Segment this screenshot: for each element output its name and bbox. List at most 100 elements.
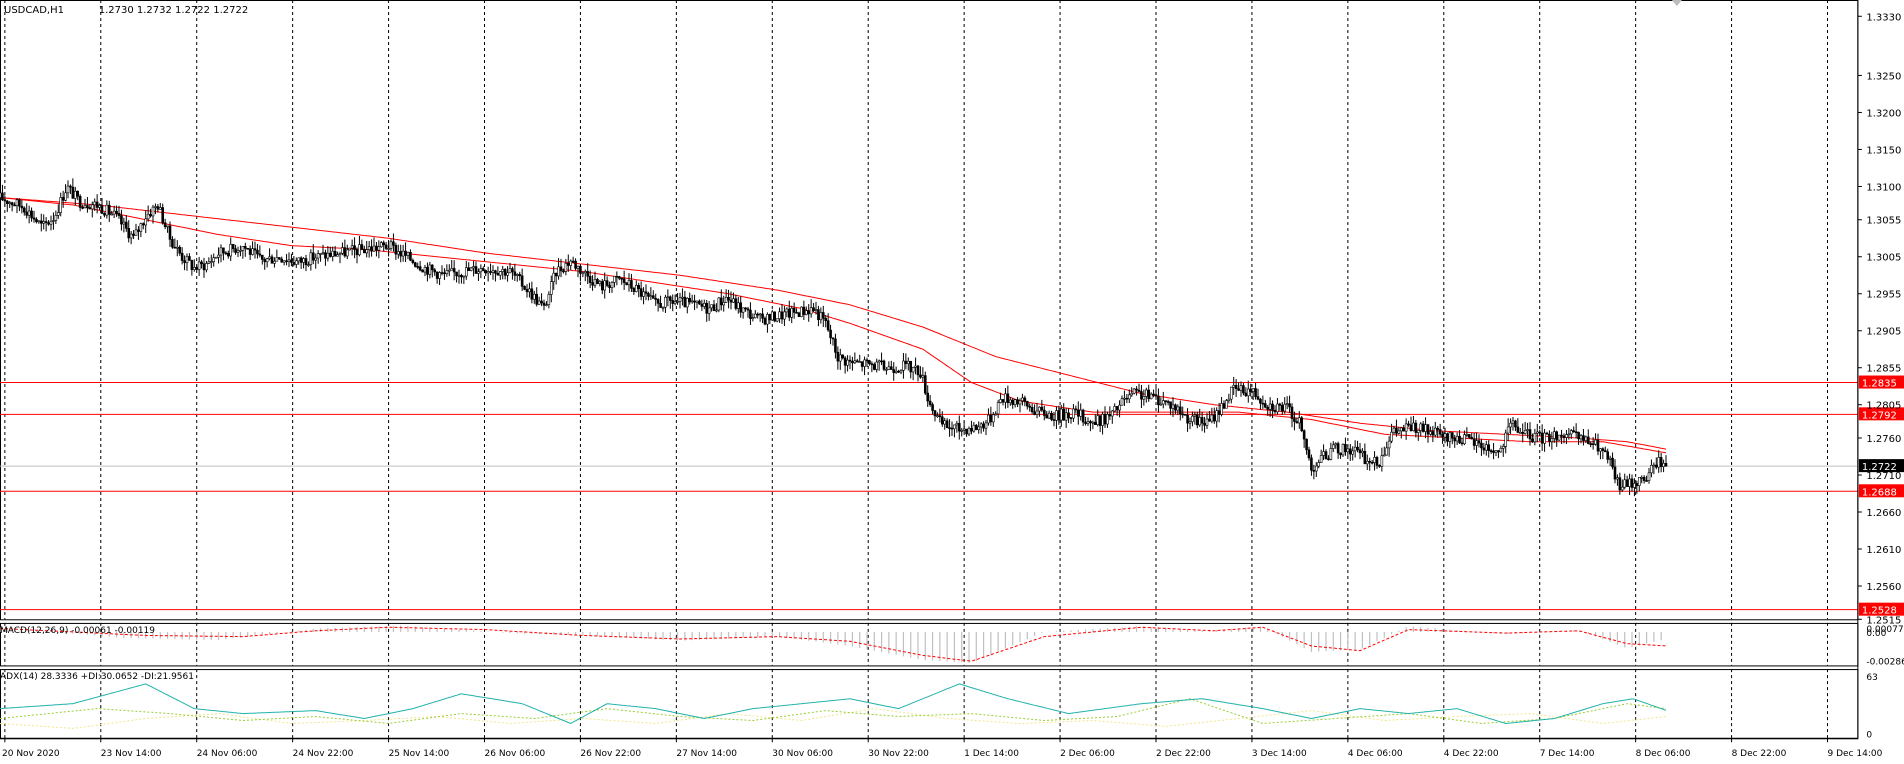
candle-body [457, 274, 461, 277]
candle-body [666, 296, 670, 299]
candle-body [256, 249, 259, 255]
candle-body [1239, 385, 1243, 391]
candle-body [1064, 412, 1068, 421]
candle-body [1458, 435, 1461, 444]
candle-body [540, 300, 543, 304]
candle-body [518, 274, 522, 277]
candle-body [1055, 410, 1058, 421]
candle-body [3, 199, 7, 202]
candle-body [464, 267, 468, 277]
candle-body [1181, 413, 1185, 416]
adx-pane[interactable]: 63 0 ADX(14) 28.3336 +DI:30.0652 -DI:21.9… [0, 669, 1878, 740]
candle-body [326, 252, 330, 259]
candle-body [1266, 406, 1270, 410]
candle-body [460, 274, 463, 278]
candle-body [690, 300, 694, 303]
candle-body [1633, 483, 1636, 488]
candle-body [1089, 421, 1092, 423]
chart-shift-marker[interactable] [1671, 0, 1682, 6]
candle-body [637, 285, 641, 289]
candle-body [1103, 413, 1107, 425]
candle-body [1166, 401, 1170, 403]
candle-body [338, 253, 342, 255]
candle-body [566, 263, 570, 266]
candle-body [1212, 414, 1216, 422]
candle-body [1579, 435, 1583, 440]
time-label: 2 Dec 22:00 [1156, 749, 1211, 759]
candle-body [209, 261, 213, 263]
candle-body [1290, 406, 1294, 419]
candle-body [234, 248, 237, 253]
candle-body [1339, 452, 1342, 456]
candle-body [175, 246, 179, 249]
candle-body [173, 246, 177, 249]
time-axis[interactable]: 20 Nov 2020 23 Nov 14:00 24 Nov 06:00 24 No… [0, 737, 1904, 759]
candle-body [625, 282, 628, 286]
candle-body [1511, 420, 1515, 424]
candle-body [940, 416, 944, 425]
chart-symbol: USDCAD,H1 [4, 5, 64, 16]
candle-body [909, 360, 913, 373]
candle-body [1465, 434, 1469, 436]
candle-body [122, 221, 126, 225]
candle-body [151, 206, 155, 217]
candle-body [350, 245, 354, 249]
candle-body [1152, 393, 1155, 396]
candle-body [826, 320, 830, 331]
candle-body [280, 258, 284, 263]
candle-body [409, 251, 412, 261]
candle-body [134, 229, 138, 236]
candle-body [880, 360, 883, 363]
candle-body [785, 308, 789, 313]
candle-body [362, 249, 366, 254]
candle-body [1050, 412, 1053, 420]
candle-body [86, 205, 89, 208]
candle-body [853, 360, 857, 364]
adx-grid [4, 669, 1828, 739]
candle-body [610, 281, 614, 288]
candle-body [32, 217, 36, 220]
time-label: 30 Nov 22:00 [868, 749, 929, 759]
horizontal-levels[interactable]: 1.2835 1.2792 1.2688 1.2528 1.2722 [0, 375, 1904, 617]
candle-body [615, 276, 619, 278]
candle-body [1305, 438, 1308, 451]
candle-body [78, 195, 82, 208]
candle-body [1188, 421, 1192, 424]
candle-body [1081, 409, 1085, 423]
candle-body [707, 307, 711, 314]
candle-body [15, 199, 19, 206]
candle-body [1436, 427, 1440, 430]
candle-body [149, 213, 152, 217]
candle-body [814, 309, 818, 311]
candle-body [360, 244, 364, 250]
candle-body [931, 404, 934, 411]
candle-body [996, 402, 1000, 415]
price-axis[interactable]: 1.3330 1.3250 1.3200 1.3150 1.3100 1.3055 1.30… [1857, 0, 1902, 739]
candle-body [1387, 440, 1391, 449]
candle-body [851, 361, 854, 364]
candle-body [1516, 426, 1520, 433]
candle-body [766, 314, 769, 325]
candle-body [452, 268, 456, 273]
candle-body [1123, 397, 1126, 400]
candle-body [258, 253, 262, 256]
candle-body [695, 300, 699, 303]
candle-body [654, 298, 658, 300]
candle-body [528, 288, 531, 293]
candle-body [642, 291, 645, 297]
candle-body [1538, 431, 1542, 434]
level-badge [1858, 484, 1904, 498]
candle-body [617, 276, 621, 279]
candle-body [37, 220, 41, 223]
candle-body [1504, 432, 1508, 447]
candle-body [1584, 436, 1588, 441]
candle-body [588, 276, 592, 283]
candle-body [1059, 408, 1063, 421]
candle-body [1531, 438, 1534, 443]
candle-body [1460, 442, 1464, 445]
candle-body [384, 244, 388, 249]
candle-body [812, 307, 815, 311]
